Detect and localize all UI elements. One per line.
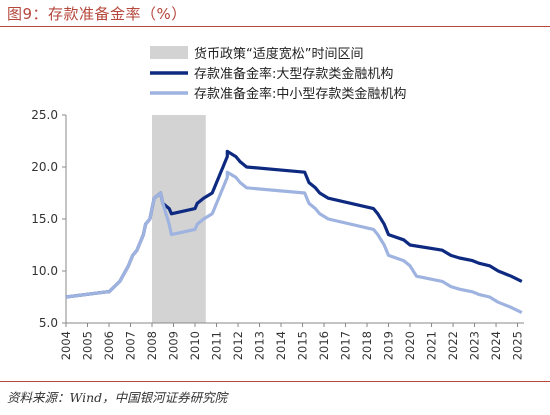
x-tick-label: 2008 xyxy=(145,331,159,360)
x-tick-label: 2024 xyxy=(489,331,503,360)
x-tick-label: 2011 xyxy=(210,331,224,360)
x-tick-label: 2014 xyxy=(274,331,288,360)
x-tick-label: 2006 xyxy=(102,331,116,360)
x-tick-label: 2018 xyxy=(360,331,374,360)
x-tick-label: 2009 xyxy=(167,331,181,360)
source-divider xyxy=(0,381,550,382)
legend-label: 存款准备金率:中小型存款类金融机构 xyxy=(194,86,406,102)
legend-item-easing-period: 货币政策“适度宽松”时间区间 xyxy=(150,46,363,62)
figure-title: 图9：存款准备金率（%） xyxy=(7,5,187,23)
source-note: 资料来源：Wind，中国银河证券研究院 xyxy=(7,390,228,405)
y-tick-label: 20.0 xyxy=(31,160,58,174)
legend-item-small-medium-institutions: 存款准备金率:中小型存款类金融机构 xyxy=(150,86,406,102)
legend-label: 货币政策“适度宽松”时间区间 xyxy=(194,46,363,62)
x-tick-label: 2010 xyxy=(188,331,202,360)
shaded-region-0 xyxy=(152,115,206,323)
legend: 货币政策“适度宽松”时间区间存款准备金率:大型存款类金融机构存款准备金率:中小型… xyxy=(150,46,406,102)
legend-label: 存款准备金率:大型存款类金融机构 xyxy=(194,66,393,82)
x-tick-label: 2025 xyxy=(511,331,525,360)
legend-item-large-institutions: 存款准备金率:大型存款类金融机构 xyxy=(150,66,393,82)
x-tick-label: 2016 xyxy=(317,331,331,360)
x-tick-label: 2007 xyxy=(124,331,138,360)
x-tick-label: 2019 xyxy=(382,331,396,360)
y-tick-label: 10.0 xyxy=(31,264,58,278)
x-tick-label: 2022 xyxy=(446,331,460,360)
x-tick-label: 2021 xyxy=(425,331,439,360)
reserve-ratio-chart: 5.0 10.0 15.0 20.0 25.0 2004 2005 2006 2007 2008 2… xyxy=(31,46,525,360)
y-tick-label: 15.0 xyxy=(31,212,58,226)
shade-layer xyxy=(152,115,206,323)
series-line-large-institutions xyxy=(65,149,523,299)
series-layer xyxy=(65,149,523,315)
x-tick-label: 2020 xyxy=(403,331,417,360)
legend-swatch xyxy=(150,46,188,59)
x-tick-label: 2017 xyxy=(339,331,353,360)
x-tick-label: 2005 xyxy=(81,331,95,360)
x-tick-label: 2015 xyxy=(296,331,310,360)
title-divider xyxy=(0,26,550,27)
series-line-small-medium-institutions xyxy=(65,170,523,315)
y-tick-label: 5.0 xyxy=(39,316,58,330)
x-tick-label: 2023 xyxy=(468,331,482,360)
y-tick-label: 25.0 xyxy=(31,108,58,122)
x-tick-label: 2004 xyxy=(59,331,73,360)
x-tick-label: 2012 xyxy=(231,331,245,360)
x-tick-label: 2013 xyxy=(253,331,267,360)
axes-layer: 5.0 10.0 15.0 20.0 25.0 2004 2005 2006 2007 2008 2… xyxy=(31,108,524,360)
